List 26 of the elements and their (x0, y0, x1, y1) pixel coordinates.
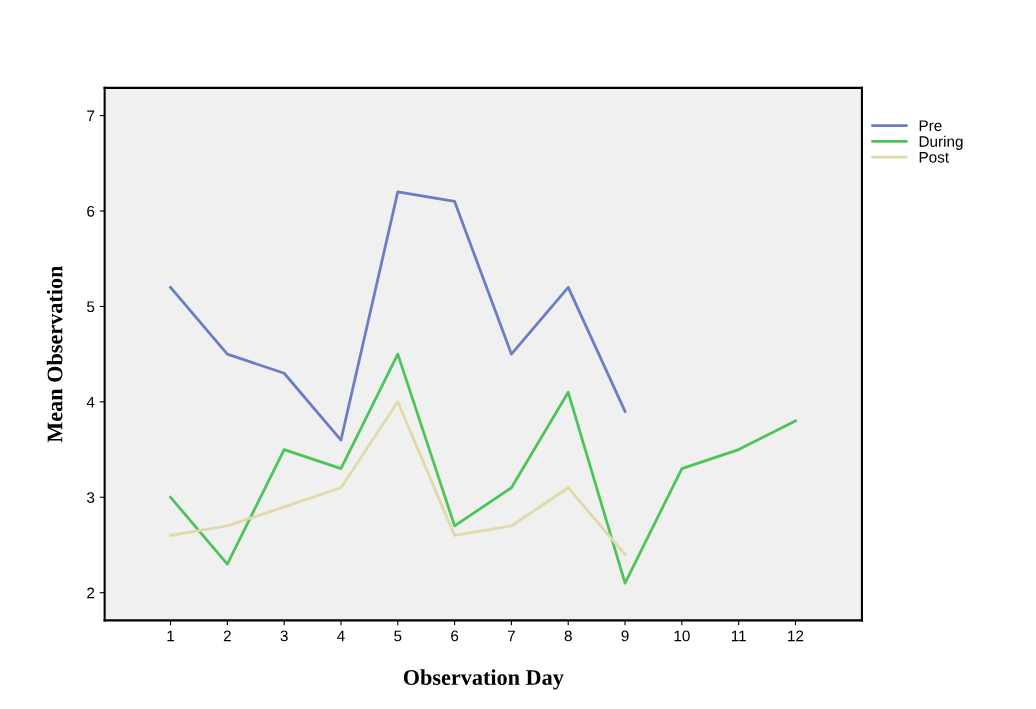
line-series (169, 400, 627, 556)
x-tick-label: 11 (731, 630, 746, 642)
x-tick-label: 9 (621, 630, 629, 642)
x-tick-label: 6 (451, 630, 459, 642)
x-tick-label: 8 (564, 630, 572, 642)
x-tick-label: 12 (788, 630, 804, 642)
legend-label: Pre (919, 120, 942, 132)
line-series (169, 190, 627, 442)
y-axis-title: Mean Observation (46, 265, 63, 443)
y-tick-label: 3 (87, 492, 95, 503)
x-tick-label: 4 (337, 630, 345, 642)
x-tick-label: 7 (507, 630, 515, 642)
x-tick-label: 1 (167, 630, 175, 642)
x-tick-label: 2 (223, 630, 231, 642)
y-tick-label: 4 (86, 396, 95, 408)
x-tick-label: 10 (674, 630, 690, 642)
y-tick-label: 5 (87, 301, 95, 313)
x-tick-label: 5 (394, 630, 402, 642)
legend-label: During (919, 135, 963, 150)
x-axis-title: Observation Day (403, 669, 564, 690)
line-series (169, 352, 797, 585)
y-tick-label: 2 (87, 587, 95, 599)
x-tick-label: 3 (280, 630, 288, 642)
y-tick-label: 6 (87, 205, 95, 217)
y-tick-label: 7 (87, 110, 95, 122)
legend-label: Post (919, 152, 949, 163)
